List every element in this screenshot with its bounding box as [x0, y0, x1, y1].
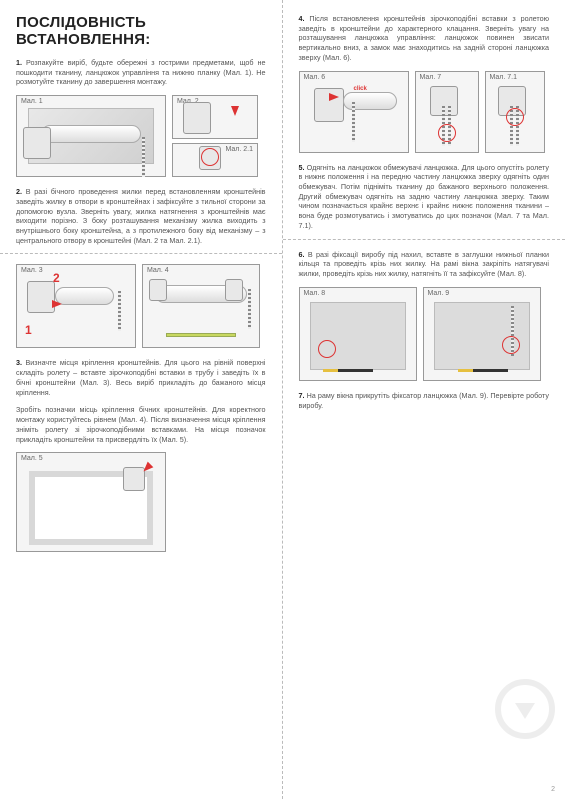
roller-icon — [41, 125, 140, 143]
fig-row-2: Мал. 3 1 2 Мал. 4 — [16, 264, 266, 348]
fig-1-label: Мал. 1 — [21, 98, 43, 105]
step-6-num: 6. — [299, 250, 305, 259]
watermark-icon — [495, 679, 555, 739]
step-2-num: 2. — [16, 187, 22, 196]
step-4-text: 4. Після встановлення кронштейнів зірочк… — [299, 14, 550, 63]
step-6-text: 6. В разі фіксації виробу під нахил, вст… — [299, 250, 550, 279]
figure-2-1: Мал. 2.1 — [172, 143, 258, 177]
step-7-num: 7. — [299, 391, 305, 400]
step-1-body: Розпакуйте виріб, будьте обережні з гост… — [16, 58, 266, 86]
figure-9: Мал. 9 — [423, 287, 541, 381]
page-root: ПОСЛІДОВНІСТЬ ВСТАНОВЛЕННЯ: 1. Розпакуйт… — [0, 0, 565, 799]
step-3-text: 3. Визначте місця кріплення кронштейнів.… — [16, 358, 266, 397]
callout-2: 2 — [53, 271, 60, 285]
arrow-icon — [52, 300, 62, 308]
bracket-icon — [149, 279, 167, 301]
highlight-circle-icon — [502, 336, 520, 354]
bracket-icon — [27, 281, 55, 313]
right-column: 4. Після встановлення кронштейнів зірочк… — [283, 0, 565, 799]
fig-row-5: Мал. 8 Мал. 9 — [299, 287, 550, 381]
figure-5: Мал. 5 — [16, 452, 166, 552]
step-3-num: 3. — [16, 358, 22, 367]
step-6-body: В разі фіксації виробу під нахил, вставт… — [299, 250, 550, 278]
step-5-text: 5. Одягніть на ланцюжок обмежувачі ланцю… — [299, 163, 550, 231]
step-2-body: В разі бічного проведення жилки перед вс… — [16, 187, 266, 245]
divider-2 — [283, 239, 565, 240]
highlight-circle-icon — [318, 340, 336, 358]
figure-6: Мал. 6 click — [299, 71, 409, 153]
fig-row-4: Мал. 6 click Мал. 7 Мал. 7.1 — [299, 71, 550, 153]
chain-icon — [248, 289, 251, 329]
highlight-circle-icon — [506, 108, 524, 126]
shade-panel-icon — [310, 302, 406, 370]
step-2-text: 2. В разі бічного проведення жилки перед… — [16, 187, 266, 245]
divider-1 — [0, 253, 282, 254]
screwdriver-icon — [323, 369, 373, 372]
fig-21-label: Мал. 2.1 — [225, 146, 253, 153]
step-1-text: 1. Розпакуйте виріб, будьте обережні з г… — [16, 58, 266, 87]
fig-7-label: Мал. 7 — [420, 74, 442, 81]
highlight-circle-icon — [438, 124, 456, 142]
step-4-body: Після встановлення кронштейнів зірочкопо… — [299, 14, 550, 62]
page-title: ПОСЛІДОВНІСТЬ ВСТАНОВЛЕННЯ: — [16, 14, 266, 48]
arrow-icon — [231, 106, 239, 116]
fig-1-illus — [28, 108, 154, 164]
chain-icon — [352, 102, 355, 142]
fig-9-label: Мал. 9 — [428, 290, 450, 297]
figure-2: Мал. 2 — [172, 95, 258, 139]
step-4-num: 4. — [299, 14, 305, 23]
step-3b-text: Зробіть позначки місць кріплення бічних … — [16, 405, 266, 444]
click-label: click — [354, 86, 367, 92]
fig-4-label: Мал. 4 — [147, 267, 169, 274]
figure-4: Мал. 4 — [142, 264, 260, 348]
shade-panel-icon — [434, 302, 530, 370]
fig-row-3: Мал. 5 — [16, 452, 266, 552]
chain-icon — [142, 137, 145, 177]
chain-icon — [118, 291, 121, 331]
bracket-icon — [225, 279, 243, 301]
fig-6-label: Мал. 6 — [304, 74, 326, 81]
bracket-icon — [123, 467, 145, 491]
fig-5-label: Мал. 5 — [21, 455, 43, 462]
screwdriver-icon — [458, 369, 508, 372]
level-icon — [166, 333, 236, 337]
step-5-body: Одягніть на ланцюжок обмежувачі ланцюжка… — [299, 163, 550, 230]
step-7-text: 7. На раму вікна прикрутіть фіксатор лан… — [299, 391, 550, 410]
arrow-icon — [329, 93, 339, 101]
fig-71-label: Мал. 7.1 — [490, 74, 518, 81]
step-3-body: Визначте місця кріплення кронштейнів. Дл… — [16, 358, 266, 396]
roller-icon — [55, 287, 114, 305]
figure-8: Мал. 8 — [299, 287, 417, 381]
figure-7-1: Мал. 7.1 — [485, 71, 545, 153]
left-column: ПОСЛІДОВНІСТЬ ВСТАНОВЛЕННЯ: 1. Розпакуйт… — [0, 0, 283, 799]
bracket-icon — [23, 127, 51, 159]
step-1-num: 1. — [16, 58, 22, 67]
bracket-icon — [183, 102, 211, 134]
fig-row-1: Мал. 1 Мал. 2 Мал. 2.1 — [16, 95, 266, 177]
step-5-num: 5. — [299, 163, 305, 172]
fig-8-label: Мал. 8 — [304, 290, 326, 297]
figure-1: Мал. 1 — [16, 95, 166, 177]
callout-1: 1 — [25, 323, 32, 337]
page-number: 2 — [551, 786, 555, 793]
step-7-body: На раму вікна прикрутіть фіксатор ланцюж… — [299, 391, 550, 410]
figure-3: Мал. 3 1 2 — [16, 264, 136, 348]
fig-3-label: Мал. 3 — [21, 267, 43, 274]
figure-7: Мал. 7 — [415, 71, 479, 153]
